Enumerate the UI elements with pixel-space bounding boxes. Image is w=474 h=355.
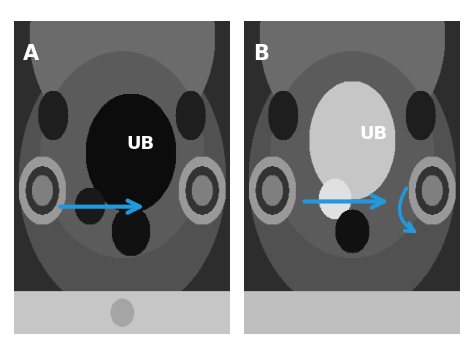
Text: UB: UB bbox=[126, 135, 154, 153]
Text: UB: UB bbox=[359, 125, 388, 143]
Text: A: A bbox=[23, 44, 39, 64]
Text: B: B bbox=[253, 44, 269, 64]
